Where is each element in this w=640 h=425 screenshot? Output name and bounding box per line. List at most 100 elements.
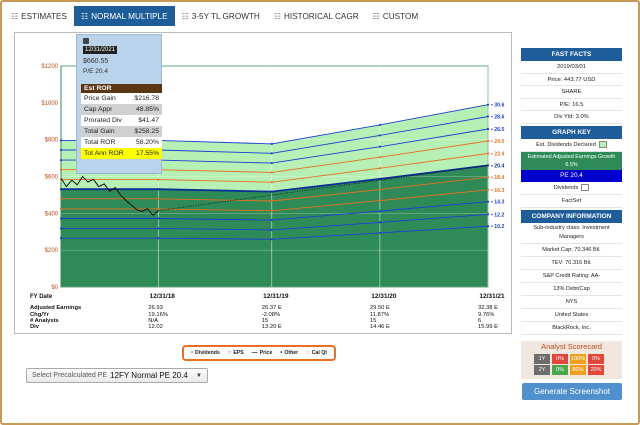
fast-facts-title: FAST FACTS <box>521 48 622 61</box>
scorecard-cell: 20% <box>588 365 604 375</box>
table-cell: 26.93 <box>148 305 163 311</box>
legend-price[interactable]: — Price <box>251 350 273 356</box>
chevron-down-icon: ▼ <box>196 372 202 379</box>
pe-point <box>59 159 63 162</box>
company-info-title: COMPANY INFORMATION <box>521 209 622 223</box>
scorecard-row-1y: 1Y 0% 100% 0% <box>521 354 622 364</box>
pe-point <box>270 228 273 232</box>
pe-point <box>270 142 273 146</box>
scorecard-cell: 0% <box>552 365 568 375</box>
earnings-area <box>61 165 488 287</box>
price-line <box>60 175 159 216</box>
table-cell: 32.38 E <box>478 305 498 311</box>
tooltip-date: 12/31/2021 <box>83 46 118 54</box>
table-row-label: # Analysts <box>30 318 59 324</box>
key-dividends-declared[interactable]: Est. Dividends Declared <box>521 139 622 152</box>
legend-cal-qt[interactable]: ○ Cal Qt <box>306 350 327 356</box>
fact-pe: P/E: 16.5 <box>521 99 622 111</box>
pe-point <box>270 171 273 174</box>
legend-dividends[interactable]: • Dividends <box>190 350 220 356</box>
legend-eps[interactable]: ○ EPS <box>227 350 244 356</box>
company-country: United States <box>521 309 622 322</box>
pe-point <box>378 210 381 213</box>
tab-estimates[interactable]: ☷ ESTIMATES <box>11 11 67 21</box>
pe-label: • 26.5 <box>491 127 504 133</box>
pe-point <box>59 217 63 220</box>
table-row-label: Adjusted Earnings <box>30 305 81 311</box>
generate-screenshot-button[interactable]: Generate Screenshot <box>522 383 622 400</box>
pe-select-dropdown[interactable]: Select Precalculated PE 12FY Normal PE 2… <box>26 368 208 383</box>
pe-label: • 28.6 <box>491 114 504 120</box>
fy-date-header: FY Date <box>30 294 53 300</box>
pe-point <box>486 115 490 118</box>
chart-icon: ☷ <box>181 11 189 21</box>
pe-point <box>486 200 490 203</box>
table-cell: 14.46 E <box>370 324 390 330</box>
pe-point <box>486 152 490 155</box>
pe-point <box>157 188 160 191</box>
light-green-swatch-icon <box>598 141 607 148</box>
legend-other[interactable]: • Other <box>280 350 299 356</box>
scorecard-period: 2Y <box>534 365 550 375</box>
pe-label: • 18.4 <box>491 175 504 181</box>
white-swatch-icon <box>581 184 590 191</box>
table-cell: 11.87% <box>370 312 389 318</box>
scorecard-row-2y: 2Y 0% 80% 20% <box>521 365 622 375</box>
ror-row-tot-ann-ror: Tot Ann ROR 17.55% <box>81 148 162 159</box>
ror-table: Est ROR Price Gain $216.78 Cap Appr 48.85%… <box>81 84 162 159</box>
pe-point <box>486 225 490 228</box>
table-row-label: Chg/Yr <box>30 312 50 318</box>
fact-div-yield: Div Yld: 3.0% <box>521 111 622 124</box>
pe-point <box>378 167 381 170</box>
price-marker-icon: — <box>251 350 258 356</box>
pe-point <box>59 227 63 230</box>
series-swatch-icon <box>83 38 89 44</box>
company-tev: TEV: 70.316 Bil. <box>521 257 622 270</box>
company-exchange: NYS <box>521 296 622 309</box>
fact-share: SHARE <box>521 86 622 99</box>
pe-point <box>59 139 63 142</box>
scorecard-cell: 80% <box>570 365 586 375</box>
pe-point <box>59 188 63 191</box>
company-market-cap: Market Cap: 70.346 Bil. <box>521 244 622 257</box>
price-projection-line <box>158 165 489 211</box>
tab-historical-cagr[interactable]: ☷ HISTORICAL CAGR <box>273 11 359 21</box>
tab-growth[interactable]: ☷ 3-5Y TL GROWTH <box>181 11 260 21</box>
ror-row-prorated-div: Prorated Div $41.47 <box>81 115 162 126</box>
key-pe[interactable]: PE 20.4 <box>521 169 622 182</box>
x-tick-label: 12/31/20 <box>371 293 397 300</box>
pe-point <box>486 213 490 216</box>
table-cell: -2.08% <box>262 312 280 318</box>
key-dividends[interactable]: Dividends <box>521 182 622 195</box>
other-marker-icon: • <box>280 350 283 356</box>
y-tick-label: $0 <box>51 285 58 291</box>
ror-row-cap-appr: Cap Appr 48.85% <box>81 104 162 115</box>
company-debt-cap: 13% Debt/Cap <box>521 283 622 296</box>
y-tick-label: $1000 <box>41 101 58 107</box>
pe-label: • 24.5 <box>491 139 504 145</box>
tab-custom[interactable]: ☷ CUSTOM <box>372 11 419 21</box>
pe-point <box>270 181 273 184</box>
fact-date: 2019/03/01 <box>521 61 622 74</box>
table-cell: 15.99 E <box>478 324 498 330</box>
key-earnings-growth[interactable]: Estimated Adjusted Earnings Growth 6.5% <box>521 151 622 170</box>
scorecard-period: 1Y <box>534 354 550 364</box>
ror-row-total-ror: Total ROR 58.20% <box>81 137 162 148</box>
tab-bar: ☷ ESTIMATES ☷ NORMAL MULTIPLE ☷ 3-5Y TL GRO… <box>4 6 425 26</box>
scorecard-title: Analyst Scorecard <box>541 342 602 351</box>
table-cell: N/A <box>148 318 158 324</box>
pe-point <box>270 238 273 241</box>
table-cell: 13.20 E <box>262 324 282 330</box>
company-sub-industry: Sub-industry class: Investment Managers <box>521 223 622 244</box>
eps-marker-icon: ○ <box>227 350 232 356</box>
pe-point <box>59 168 63 171</box>
pe-point <box>157 207 160 211</box>
company-credit-rating: S&P Credit Rating: AA- <box>521 270 622 283</box>
pe-point <box>59 197 63 200</box>
pe-point <box>157 217 160 220</box>
pe-point <box>59 207 63 211</box>
tab-normal-multiple[interactable]: ☷ NORMAL MULTIPLE <box>73 6 175 26</box>
pe-point <box>486 127 490 131</box>
ror-row-price-gain: Price Gain $216.78 <box>81 93 162 104</box>
scorecard-cell: 100% <box>570 354 586 364</box>
